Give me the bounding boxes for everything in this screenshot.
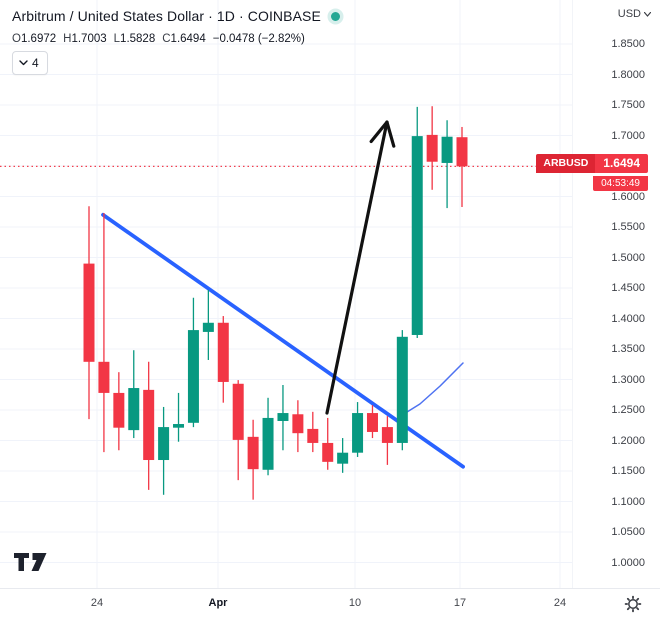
candle-body xyxy=(247,436,259,470)
candle-body xyxy=(352,413,364,453)
candle-body xyxy=(441,136,453,163)
candle-body xyxy=(158,427,170,461)
candle-body xyxy=(366,413,378,432)
current-price-badge: ARBUSD 1.6494 04:53:49 xyxy=(536,154,648,191)
candle-body xyxy=(396,336,408,443)
price-tick-label: 1.3000 xyxy=(611,373,645,386)
price-tick-label: 1.0500 xyxy=(611,526,645,538)
settings-gear-icon[interactable] xyxy=(622,593,644,615)
candle-body xyxy=(143,389,155,461)
tradingview-logo[interactable] xyxy=(14,551,47,578)
price-tick-label: 1.7000 xyxy=(611,129,645,142)
candle-body xyxy=(322,442,334,462)
close-label: C xyxy=(162,33,171,45)
time-tick-label: Apr xyxy=(208,597,228,609)
candle-body xyxy=(128,388,140,431)
badge-countdown: 04:53:49 xyxy=(593,176,648,191)
symbol-title: Arbitrum / United States Dollar · 1D · C… xyxy=(12,8,321,24)
indicator-count: 4 xyxy=(32,56,39,70)
candle-body xyxy=(262,417,274,470)
candle-body xyxy=(381,427,393,443)
time-tick-label: 24 xyxy=(90,597,104,609)
symbol-header: Arbitrum / United States Dollar · 1D · C… xyxy=(12,8,340,24)
candle-body xyxy=(277,413,289,421)
time-tick-label: 10 xyxy=(348,597,362,609)
candle-body xyxy=(307,428,319,443)
candlestick-chart[interactable] xyxy=(0,0,572,588)
indicators-collapse-button[interactable]: 4 xyxy=(12,51,48,75)
price-tick-label: 1.1500 xyxy=(611,465,645,477)
low-value: 1.5828 xyxy=(120,33,156,45)
close-value: 1.6494 xyxy=(170,33,206,45)
candle-body xyxy=(113,392,125,428)
candle-body xyxy=(456,137,468,167)
price-tick-label: 1.7500 xyxy=(611,99,645,111)
candle-body xyxy=(232,383,244,440)
high-value: 1.7003 xyxy=(71,33,107,45)
price-tick-label: 1.0000 xyxy=(611,556,645,569)
badge-symbol: ARBUSD xyxy=(536,154,596,173)
candle-body xyxy=(337,452,349,464)
time-tick-label: 17 xyxy=(453,597,467,609)
price-tick-label: 1.6000 xyxy=(611,190,645,203)
chart-pane[interactable] xyxy=(0,0,572,588)
candle-body xyxy=(98,361,110,393)
price-tick-label: 1.8500 xyxy=(611,38,645,50)
price-tick-label: 1.2000 xyxy=(611,434,645,447)
low-label: L xyxy=(113,33,121,45)
high-label: H xyxy=(63,33,72,45)
price-tick-label: 1.4000 xyxy=(611,312,645,325)
open-value: 1.6972 xyxy=(20,33,57,45)
arrow-head xyxy=(385,120,396,148)
price-tick-label: 1.8000 xyxy=(611,68,645,81)
change-value: −0.0478 (−2.82%) xyxy=(212,33,305,45)
candle-body xyxy=(292,414,304,434)
candle-body xyxy=(217,322,229,382)
price-tick-label: 1.5000 xyxy=(611,251,645,264)
candle-body xyxy=(173,424,185,428)
ma-line xyxy=(398,362,464,418)
candle-body xyxy=(187,330,199,423)
candle-body xyxy=(426,134,438,162)
arrow-head xyxy=(369,120,389,144)
price-tick-label: 1.5500 xyxy=(611,221,645,233)
badge-price: 1.6494 xyxy=(595,154,648,173)
currency-selector[interactable]: USD xyxy=(618,8,651,20)
ohlc-row: O1.6972 H1.7003 L1.5828 C1.6494 −0.0478 (−2.… xyxy=(12,33,305,45)
time-axis[interactable]: 24 Apr 10 17 24 xyxy=(0,588,660,621)
price-tick-label: 1.4500 xyxy=(611,282,645,294)
price-tick-label: 1.1000 xyxy=(611,495,645,508)
chevron-down-icon xyxy=(19,60,28,66)
candle-body xyxy=(83,263,95,362)
price-tick-label: 1.2500 xyxy=(611,404,645,416)
currency-label: USD xyxy=(617,8,641,20)
open-label: O xyxy=(12,33,21,45)
arrow-drawing[interactable] xyxy=(325,120,389,415)
candle-body xyxy=(202,322,214,332)
price-axis[interactable]: USD 1.8500 1.8000 1.7500 1.7000 1.6000 1.5500… xyxy=(572,0,660,588)
chevron-down-icon xyxy=(644,11,651,17)
market-status-dot-icon xyxy=(330,11,340,21)
candle-body xyxy=(411,136,423,335)
price-tick-label: 1.3500 xyxy=(611,343,645,355)
time-tick-label: 24 xyxy=(553,597,567,609)
